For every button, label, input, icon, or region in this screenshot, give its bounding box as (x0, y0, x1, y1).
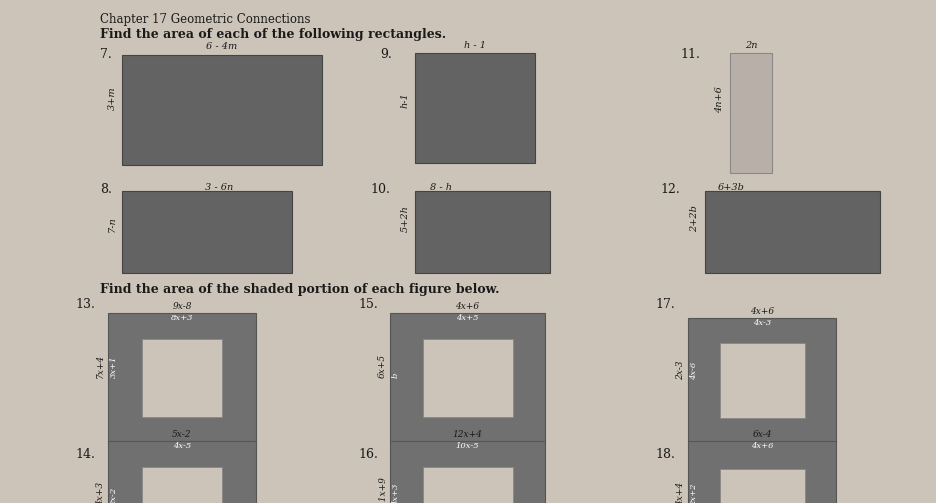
Text: 2+2b: 2+2b (691, 205, 699, 232)
Text: 4n+6: 4n+6 (715, 86, 724, 113)
Text: 8x+3: 8x+3 (170, 314, 193, 322)
Text: h-1: h-1 (401, 92, 410, 108)
Bar (415, 191, 550, 273)
Bar (390, 441, 545, 503)
Text: 2n: 2n (745, 41, 757, 50)
Text: Find the area of the shaded portion of each figure below.: Find the area of the shaded portion of e… (100, 283, 500, 296)
Text: 8 - h: 8 - h (430, 183, 452, 192)
Bar (688, 318, 836, 443)
Text: 2x-2: 2x-2 (110, 488, 118, 503)
Text: 9.: 9. (380, 48, 392, 61)
Text: 4x+6: 4x+6 (456, 302, 479, 311)
Text: 2x+2: 2x+2 (690, 483, 698, 503)
Text: 4x+3: 4x+3 (392, 483, 400, 503)
Text: 5x-2: 5x-2 (172, 430, 192, 439)
Text: 18.: 18. (655, 448, 675, 461)
Text: 17.: 17. (655, 298, 675, 311)
Bar (720, 343, 805, 418)
Bar (108, 441, 256, 503)
Bar (415, 53, 535, 163)
Text: 4x+5: 4x+5 (456, 314, 478, 322)
Bar (720, 468, 805, 503)
Text: 6+3b: 6+3b (718, 183, 745, 192)
Text: b: b (392, 373, 400, 378)
Text: 4x+6: 4x+6 (750, 307, 774, 316)
Text: 7x+4: 7x+4 (96, 354, 105, 378)
Text: Find the area of each of the following rectangles.: Find the area of each of the following r… (100, 28, 446, 41)
Text: 11x+9: 11x+9 (378, 476, 387, 503)
Text: 15.: 15. (358, 298, 378, 311)
Bar (730, 53, 772, 173)
Bar (390, 313, 545, 443)
Text: 6x-4: 6x-4 (753, 430, 772, 439)
Text: 4x-5: 4x-5 (173, 442, 191, 450)
Bar (142, 467, 222, 503)
Text: 10.: 10. (370, 183, 390, 196)
Bar (108, 313, 256, 443)
Text: 6x+5: 6x+5 (378, 354, 387, 378)
Text: 11.: 11. (680, 48, 700, 61)
Bar (122, 55, 322, 165)
Text: 4x-6: 4x-6 (690, 362, 698, 380)
Text: 13.: 13. (75, 298, 95, 311)
Text: 16.: 16. (358, 448, 378, 461)
Text: 12.: 12. (660, 183, 680, 196)
Text: 4x+3: 4x+3 (96, 482, 105, 503)
Text: 7.: 7. (100, 48, 111, 61)
Text: 4x-3: 4x-3 (753, 319, 771, 327)
Text: 12x+4: 12x+4 (453, 430, 482, 439)
Text: 8.: 8. (100, 183, 112, 196)
Bar (422, 467, 513, 503)
Text: Chapter 17 Geometric Connections: Chapter 17 Geometric Connections (100, 13, 311, 26)
Bar (705, 191, 880, 273)
Text: h - 1: h - 1 (464, 41, 486, 50)
Text: 7-n: 7-n (108, 216, 116, 232)
Text: 4x+6: 4x+6 (751, 442, 773, 450)
Bar (142, 339, 222, 417)
Text: 5+2h: 5+2h (401, 205, 410, 232)
Bar (422, 339, 513, 417)
Text: 14.: 14. (75, 448, 95, 461)
Text: 3+m: 3+m (108, 87, 116, 110)
Text: 6 - 4m: 6 - 4m (206, 42, 238, 51)
Text: 2x-3: 2x-3 (676, 361, 685, 380)
Text: 9x-8: 9x-8 (172, 302, 192, 311)
Bar (122, 191, 292, 273)
Text: 4x+4: 4x+4 (676, 482, 685, 503)
Bar (688, 441, 836, 503)
Text: 3 - 6n: 3 - 6n (205, 183, 233, 192)
Text: 10x-5: 10x-5 (456, 442, 479, 450)
Text: 3x+1: 3x+1 (110, 356, 118, 378)
